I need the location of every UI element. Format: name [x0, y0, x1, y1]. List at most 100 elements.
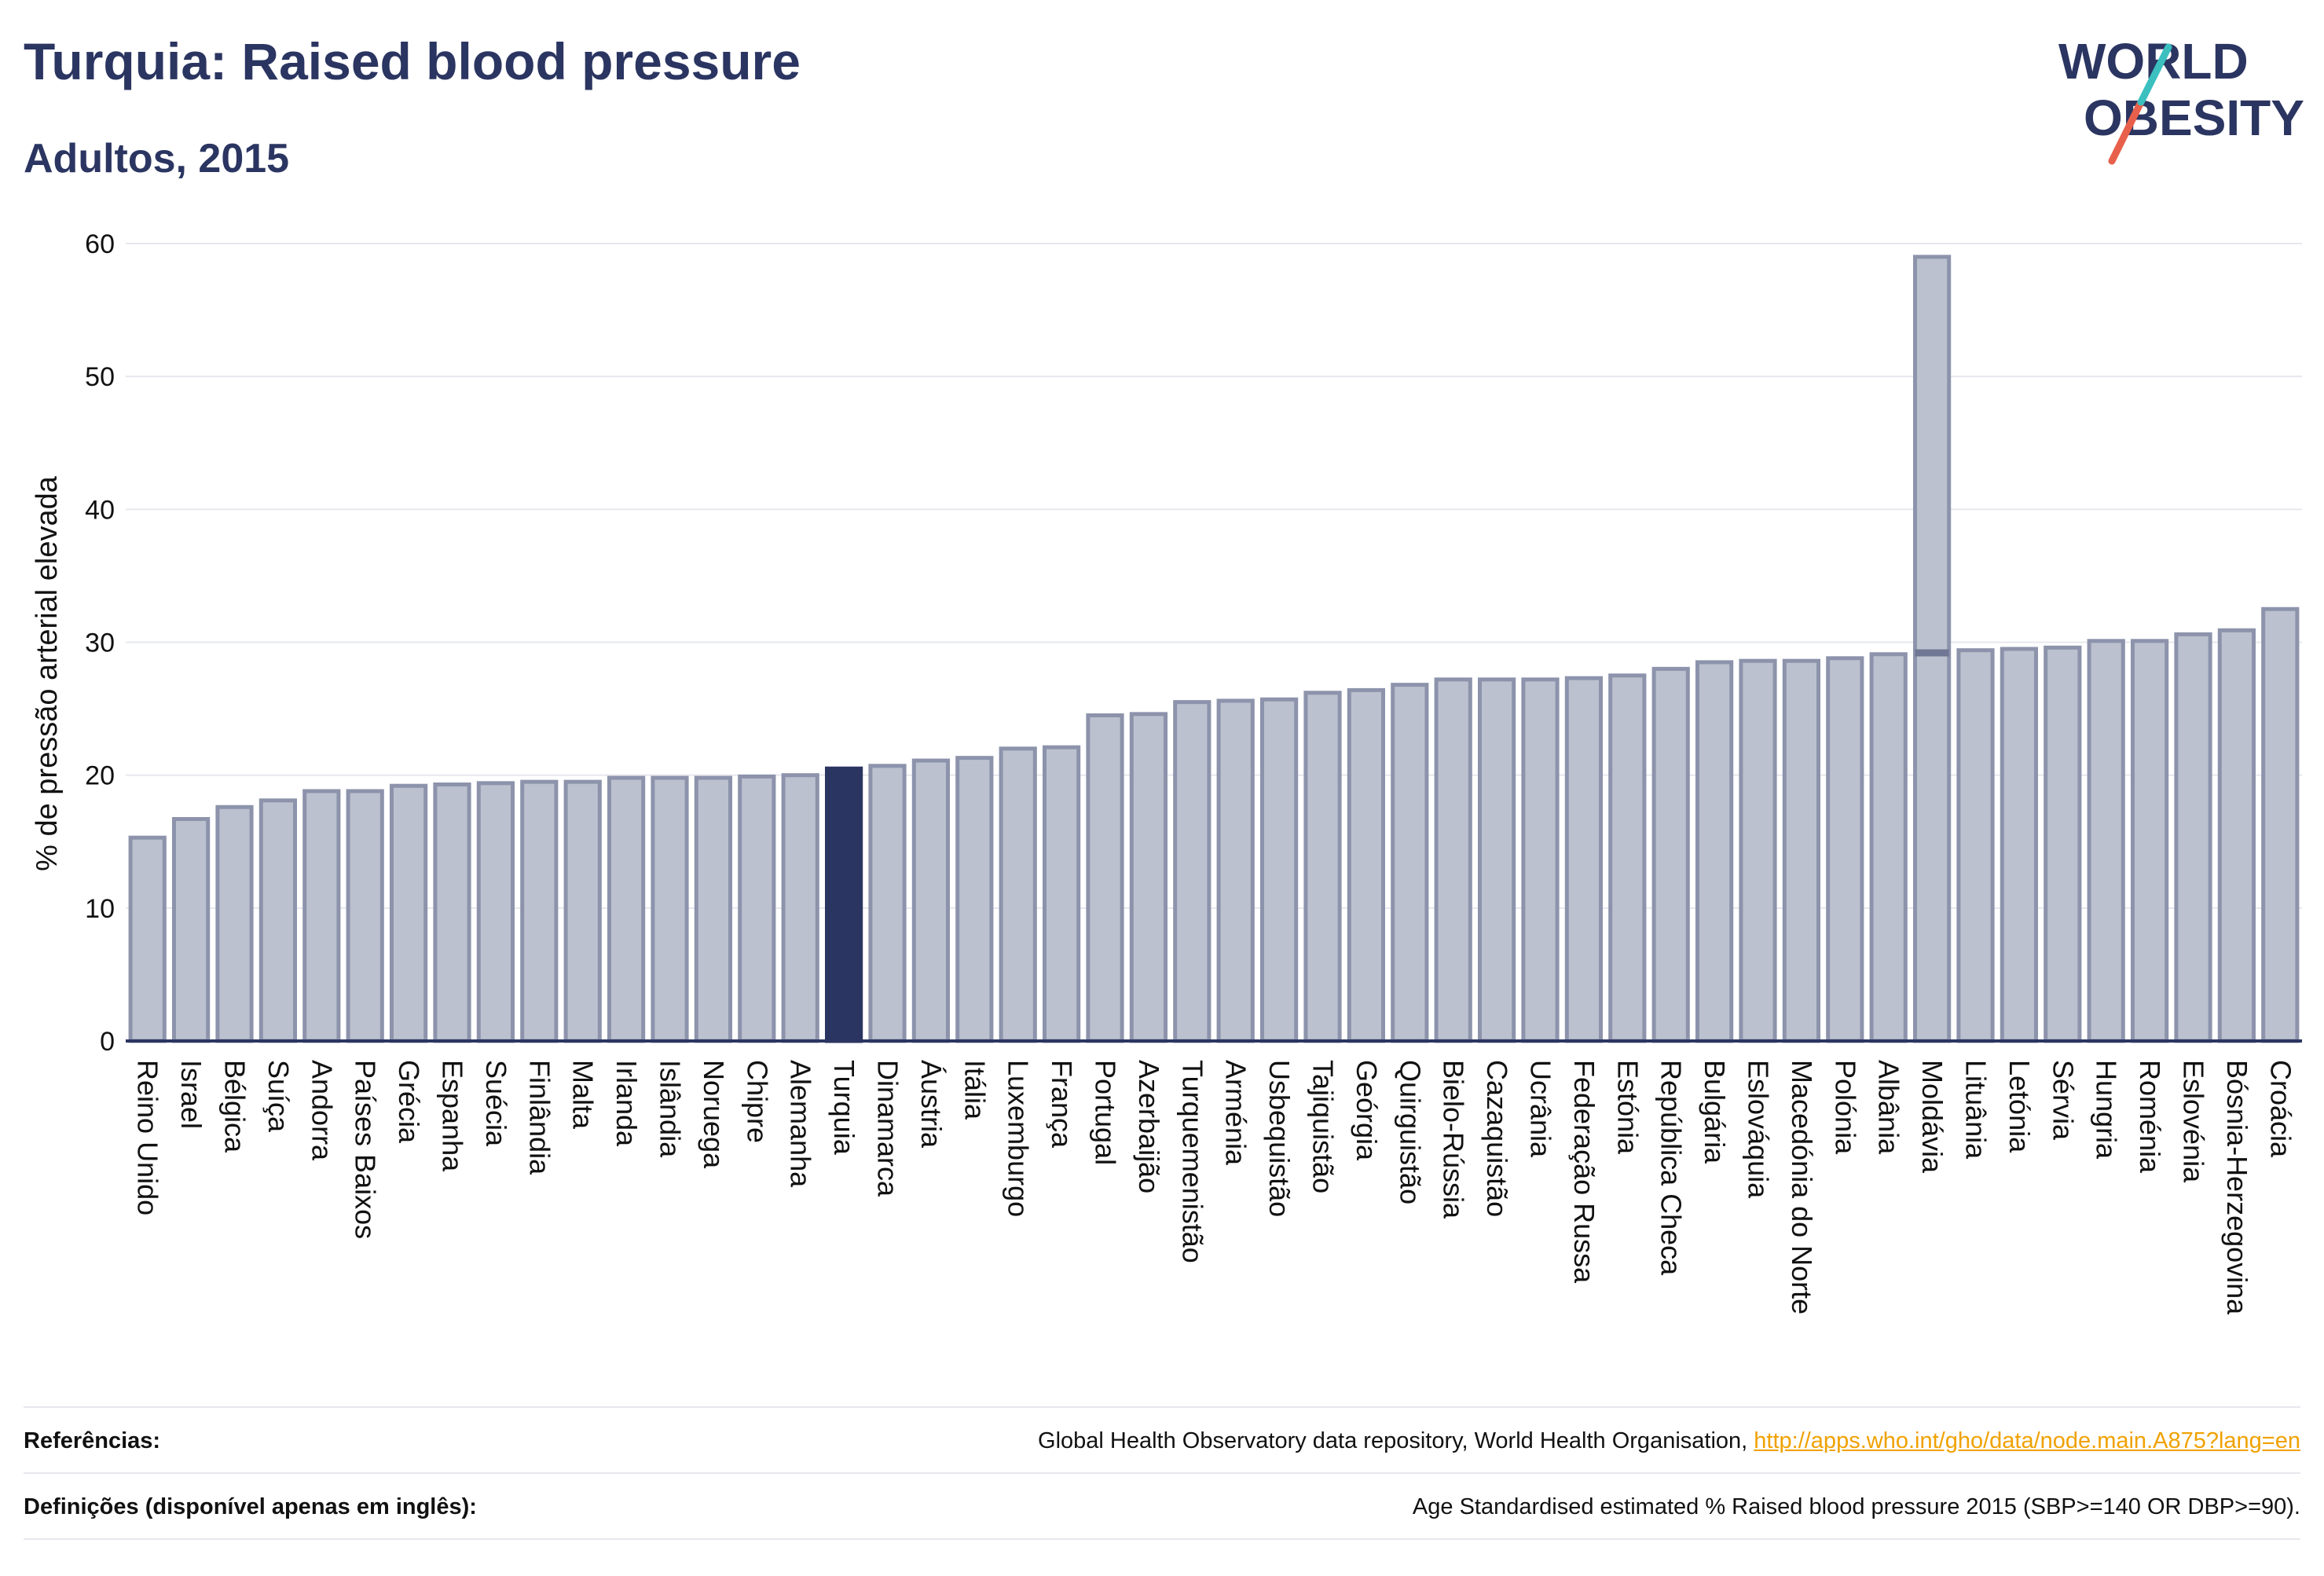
bar-tajiquist-o — [1303, 691, 1342, 1043]
x-tick-label: Chipre — [741, 1060, 773, 1143]
footer-rule — [24, 1538, 2300, 1540]
x-tick-label: Países Baixos — [350, 1060, 382, 1239]
bar-portugal — [1086, 713, 1124, 1043]
bar-israel — [171, 816, 211, 1043]
definitions-label: Definições (disponível apenas em inglês)… — [24, 1494, 477, 1519]
bar-rom-nia — [2130, 639, 2169, 1043]
y-tick-label: 0 — [100, 1027, 115, 1057]
bar-finl-ndia — [520, 779, 559, 1043]
bar-quirguist-o — [1391, 683, 1429, 1043]
x-tick-label: Hungria — [2091, 1060, 2123, 1160]
x-tick-label: Estónia — [1611, 1060, 1644, 1155]
x-tick-label: Andorra — [306, 1060, 338, 1161]
x-tick-label: Usbequistão — [1263, 1060, 1296, 1217]
definitions-text: Age Standardised estimated % Raised bloo… — [1412, 1494, 2300, 1519]
x-tick-label: Letónia — [2003, 1060, 2036, 1153]
x-tick-label: Eslovénia — [2178, 1060, 2210, 1183]
footer-rule — [24, 1472, 2300, 1474]
x-tick-label: Azerbaijão — [1133, 1060, 1165, 1193]
bar-irlanda — [607, 775, 646, 1043]
x-tick-label: Geórgia — [1351, 1060, 1383, 1161]
bar-usbequist-o — [1259, 697, 1299, 1043]
x-tick-label: França — [1046, 1060, 1078, 1149]
y-tick-label: 40 — [85, 495, 115, 525]
x-tick-label: Roménia — [2134, 1060, 2166, 1174]
bar-b-snia-herzegovina — [2217, 628, 2256, 1043]
x-tick-label: Irlanda — [610, 1060, 643, 1147]
x-tick-label: Moldávia — [1916, 1060, 1948, 1174]
x-tick-label: Espanha — [437, 1060, 469, 1172]
bar-alemanha — [781, 773, 819, 1043]
x-tick-label: Quirguistão — [1394, 1060, 1426, 1204]
bar-luxemburgo — [999, 746, 1037, 1043]
bar-hungria — [2087, 639, 2125, 1043]
bar-su-a — [258, 798, 298, 1043]
bar-malta — [563, 779, 602, 1043]
x-tick-label: Finlândia — [523, 1060, 555, 1175]
x-tick-label: Suécia — [480, 1060, 512, 1147]
bar-espanha — [433, 783, 471, 1043]
x-tick-label: Grécia — [393, 1060, 425, 1144]
references-row: Referências: Global Health Observatory d… — [24, 1408, 2300, 1474]
x-tick-label: Bósnia-Herzegovina — [2221, 1060, 2253, 1315]
chart-subtitle: Adultos, 2015 — [24, 136, 290, 181]
bar-est-nia — [1608, 673, 1647, 1043]
x-tick-label: Itália — [959, 1060, 991, 1120]
x-tick-label: Dinamarca — [872, 1060, 904, 1197]
references-value: Global Health Observatory data repositor… — [1038, 1428, 2300, 1454]
bar-turquemenist-o — [1173, 700, 1211, 1043]
y-tick-label: 60 — [85, 229, 115, 259]
x-tick-label: República Checa — [1655, 1060, 1688, 1276]
x-tick-label: Bulgária — [1699, 1060, 1731, 1164]
x-tick-label: Cazaquistão — [1481, 1060, 1513, 1217]
bar-bulg-ria — [1695, 660, 1734, 1043]
bar-let-nia — [2000, 647, 2039, 1043]
bar-alb-nia — [1869, 652, 1908, 1043]
bar-pol-nia — [1826, 656, 1864, 1043]
references-link[interactable]: http://apps.who.int/gho/data/node.main.A… — [1754, 1428, 2300, 1453]
x-tick-label: Croácia — [2264, 1060, 2297, 1158]
x-tick-label: Islândia — [654, 1060, 687, 1158]
y-tick-label: 30 — [85, 629, 115, 658]
x-tick-label: Federação Russa — [1568, 1060, 1600, 1284]
x-tick-label: Turquemenistão — [1176, 1060, 1208, 1263]
x-tick-label: Turquia — [828, 1060, 860, 1156]
bar-pa-ses-baixos — [346, 789, 384, 1043]
x-tick-label: Lituânia — [1960, 1060, 1992, 1160]
y-tick-label: 10 — [85, 894, 115, 924]
bar-arm-nia — [1216, 698, 1255, 1043]
x-tick-label: Albânia — [1873, 1060, 1905, 1155]
footer-rule — [24, 1406, 2300, 1408]
bar-dinamarca — [868, 764, 907, 1043]
bar-cazaquist-o — [1477, 677, 1516, 1043]
x-tick-label: Luxemburgo — [1003, 1060, 1035, 1217]
bar-bielo-r-ssia — [1434, 677, 1472, 1043]
bar-cro-cia — [2261, 607, 2300, 1043]
bar-maced-nia-do-norte — [1782, 658, 1821, 1043]
bar-noruega — [694, 775, 733, 1043]
bar-s-rvia — [2044, 645, 2082, 1043]
definitions-row: Definições (disponível apenas em inglês)… — [24, 1474, 2300, 1540]
world-obesity-logo[interactable]: WORLD OBESITY — [2051, 24, 2310, 169]
bar-ucr-nia — [1521, 677, 1560, 1043]
x-tick-label: Polónia — [1829, 1060, 1861, 1155]
x-tick-label: Reino Unido — [132, 1060, 164, 1215]
bar-federa-o-russa — [1564, 676, 1604, 1043]
bar-reino-unido — [128, 835, 167, 1043]
y-tick-label: 20 — [85, 761, 115, 791]
bar-gr-cia — [389, 783, 428, 1043]
x-tick-label: Noruega — [698, 1060, 730, 1169]
bar-isl-ndia — [651, 775, 689, 1043]
bar-b-lgica — [215, 804, 254, 1043]
bar-chart: 0 10 20 30 40 50 60 % de pressão arterial eleva… — [31, 229, 2302, 1315]
x-tick-label: Áustria — [915, 1060, 948, 1149]
bar-su-cia — [476, 781, 515, 1043]
x-tick-label: Arménia — [1220, 1060, 1252, 1166]
x-tick-label: Suíça — [262, 1060, 295, 1133]
bar--ustria — [911, 758, 951, 1043]
bar-mold-via — [1912, 255, 1952, 1043]
y-tick-label: 50 — [85, 362, 115, 392]
bar-rep-blica-checa — [1651, 666, 1690, 1043]
x-tick-label: Malta — [567, 1060, 599, 1130]
chart-title: Turquia: Raised blood pressure — [24, 32, 801, 90]
